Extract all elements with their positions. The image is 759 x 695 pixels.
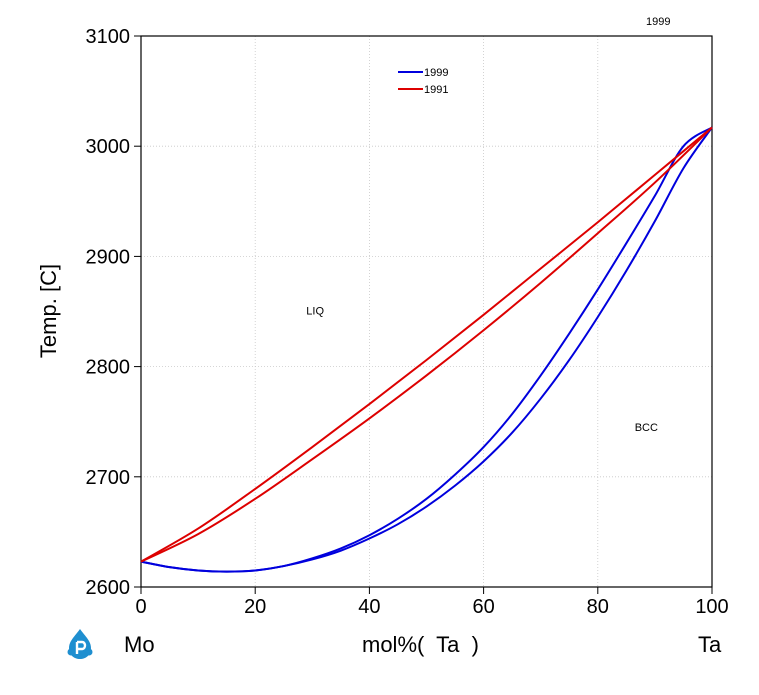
x-right-label: Ta <box>698 632 722 657</box>
x-tick-label: 0 <box>135 596 146 618</box>
x-tick-label: 60 <box>472 596 494 618</box>
x-tick-label: 80 <box>587 596 609 618</box>
y-tick-label: 3100 <box>86 26 131 48</box>
grid-lines <box>141 36 712 587</box>
series-line-1991 <box>140 126 713 563</box>
y-tick-label: 2800 <box>86 357 131 379</box>
y-tick-label: 3000 <box>86 136 131 158</box>
curves <box>140 126 713 573</box>
x-left-label: Mo <box>124 632 155 657</box>
corner-label: 1999 <box>646 16 670 28</box>
series-line-1999 <box>140 126 713 573</box>
plot-frame <box>140 35 713 588</box>
x-tick-label: 40 <box>358 596 380 618</box>
x-tick-label: 20 <box>244 596 266 618</box>
y-axis-label: Temp. [C] <box>36 264 61 358</box>
y-tick-label: 2700 <box>86 467 131 489</box>
legend: 1999 1991 <box>398 67 448 96</box>
x-axis: 0 20 40 60 80 100 <box>135 587 729 618</box>
series-line-1991 <box>140 126 713 563</box>
region-label-liq: LIQ <box>306 305 324 317</box>
x-tick-label: 100 <box>695 596 728 618</box>
region-label-bcc: BCC <box>635 422 658 434</box>
y-tick-label: 2900 <box>86 246 131 268</box>
y-tick-label: 2600 <box>86 577 131 599</box>
legend-label-1999: 1999 <box>424 67 448 79</box>
x-axis-label: mol%( Ta ) <box>362 632 479 657</box>
region-labels: LIQ BCC <box>306 305 658 434</box>
series-line-1999 <box>140 126 713 573</box>
legend-label-1991: 1991 <box>424 84 448 96</box>
y-axis: 2600 2700 2800 2900 3000 3100 <box>86 26 141 599</box>
p-drop-logo-icon <box>67 629 93 659</box>
